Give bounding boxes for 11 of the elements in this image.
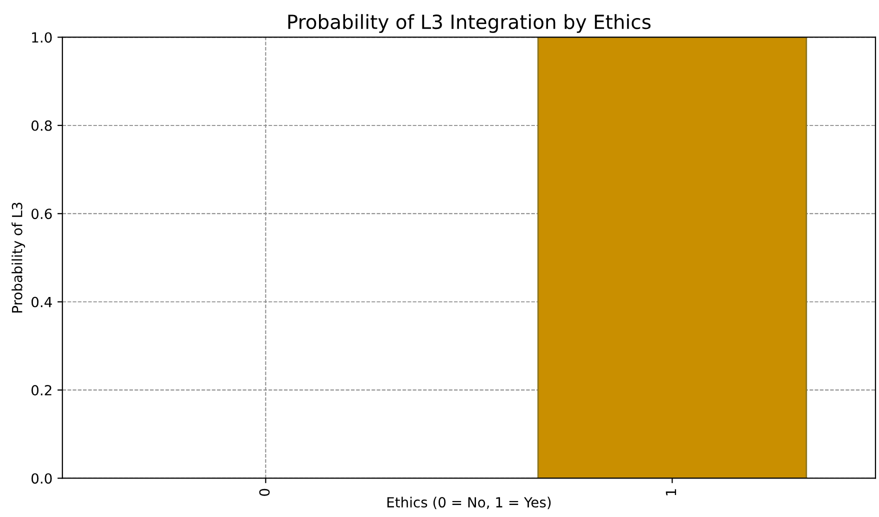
y-tick-label: 0.6 bbox=[32, 208, 52, 220]
y-axis-title: Probability of L3 bbox=[12, 202, 26, 312]
chart-title: Probability of L3 Integration by Ethics bbox=[288, 14, 651, 33]
y-tick-label: 0.0 bbox=[32, 473, 52, 484]
y-tick-label: 0.4 bbox=[32, 296, 52, 308]
y-tick-label: 0.8 bbox=[32, 120, 52, 131]
x-tick-label: 0 bbox=[259, 488, 270, 496]
y-tick-label: 0.2 bbox=[32, 384, 52, 396]
x-tick-label: 1 bbox=[666, 489, 676, 496]
y-tick-label: 1.0 bbox=[32, 32, 52, 43]
x-axis-title: Ethics (0 = No, 1 = Yes) bbox=[387, 496, 551, 510]
